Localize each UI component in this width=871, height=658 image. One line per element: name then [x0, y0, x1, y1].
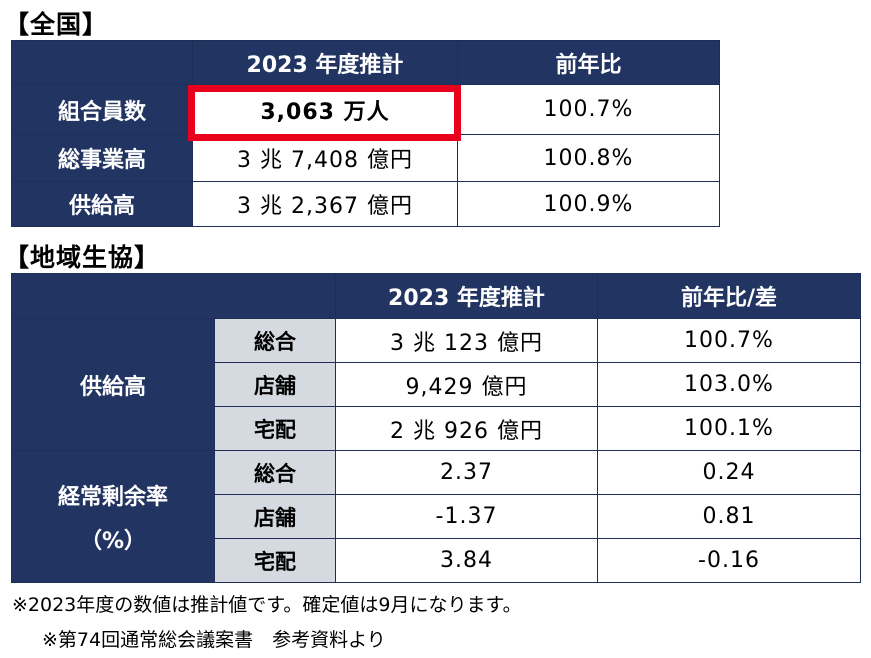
supply-store-ratio: 103.0%	[597, 362, 861, 407]
table-row: 宅配 3.84 -0.16	[12, 538, 861, 583]
supply-delivery-value: 2 兆 926 億円	[335, 406, 598, 451]
table-row: 供給高 3 兆 2,367 億円 100.9%	[11, 181, 720, 227]
national-header-blank	[11, 40, 193, 85]
regional-header-blank	[11, 273, 336, 319]
supply-value: 3 兆 2,367 億円	[192, 181, 458, 227]
table-row: 店舗 9,429 億円 103.0%	[12, 362, 861, 407]
regional-header-estimate: 2023 年度推計	[335, 273, 598, 319]
supply-total-ratio: 100.7%	[597, 318, 861, 363]
margin-total-diff: 0.24	[597, 450, 861, 495]
table-row: 組合員数 3,063 万人 100.7%	[11, 84, 720, 135]
supply-total-value: 3 兆 123 億円	[335, 318, 598, 363]
row-label-members: 組合員数	[11, 84, 193, 135]
sub-label-store: 店舗	[214, 494, 336, 539]
sub-label-total: 総合	[214, 450, 336, 495]
supply-store-value: 9,429 億円	[335, 362, 598, 407]
margin-label-line2: （%）	[79, 528, 147, 554]
margin-total-value: 2.37	[335, 450, 598, 495]
margin-group-label: 経常剰余率 （%）	[11, 450, 215, 583]
section-title-regional: 【地域生協】	[4, 243, 161, 272]
sub-label-delivery: 宅配	[214, 406, 336, 451]
margin-delivery-diff: -0.16	[597, 538, 861, 583]
regional-header-ratio: 前年比/差	[597, 273, 861, 319]
supply-ratio: 100.9%	[457, 181, 720, 227]
supply-group-label: 供給高	[11, 318, 215, 451]
table-row: 宅配 2 兆 926 億円 100.1%	[12, 406, 861, 451]
margin-label-line1: 経常剰余率	[57, 484, 168, 510]
highlight-box	[188, 85, 461, 141]
supply-delivery-ratio: 100.1%	[597, 406, 861, 451]
footnote-estimate: ※2023年度の数値は推計値です。確定値は9月になります。	[12, 594, 522, 616]
footnote-source: ※第74回通常総会議案書 参考資料より	[42, 629, 386, 651]
section-title-national: 【全国】	[4, 10, 109, 39]
members-ratio: 100.7%	[457, 84, 720, 135]
sub-label-delivery: 宅配	[214, 538, 336, 583]
table-row: 総事業高 3 兆 7,408 億円 100.8%	[11, 134, 720, 182]
national-header-estimate: 2023 年度推計	[192, 40, 458, 85]
row-label-total-business: 総事業高	[11, 134, 193, 182]
table-row: 経常剰余率 （%） 総合 2.37 0.24	[11, 450, 861, 583]
table-row: 供給高 総合 3 兆 123 億円 100.7%	[11, 318, 861, 451]
national-table: 2023 年度推計 前年比 組合員数 3,063 万人 100.7% 総事業高 …	[11, 40, 720, 227]
total-business-value: 3 兆 7,408 億円	[192, 134, 458, 182]
national-header-row: 2023 年度推計 前年比	[11, 40, 720, 85]
regional-table: 2023 年度推計 前年比/差 供給高 総合 3 兆 123 億円 100.7%…	[11, 273, 861, 583]
sub-label-store: 店舗	[214, 362, 336, 407]
sub-label-total: 総合	[214, 318, 336, 363]
row-label-supply: 供給高	[11, 181, 193, 227]
total-business-ratio: 100.8%	[457, 134, 720, 182]
regional-header-row: 2023 年度推計 前年比/差	[11, 273, 861, 319]
national-header-ratio: 前年比	[457, 40, 720, 85]
margin-delivery-value: 3.84	[335, 538, 598, 583]
margin-store-diff: 0.81	[597, 494, 861, 539]
margin-store-value: -1.37	[335, 494, 598, 539]
members-value: 3,063 万人	[192, 84, 458, 135]
table-row: 店舗 -1.37 0.81	[12, 494, 861, 539]
